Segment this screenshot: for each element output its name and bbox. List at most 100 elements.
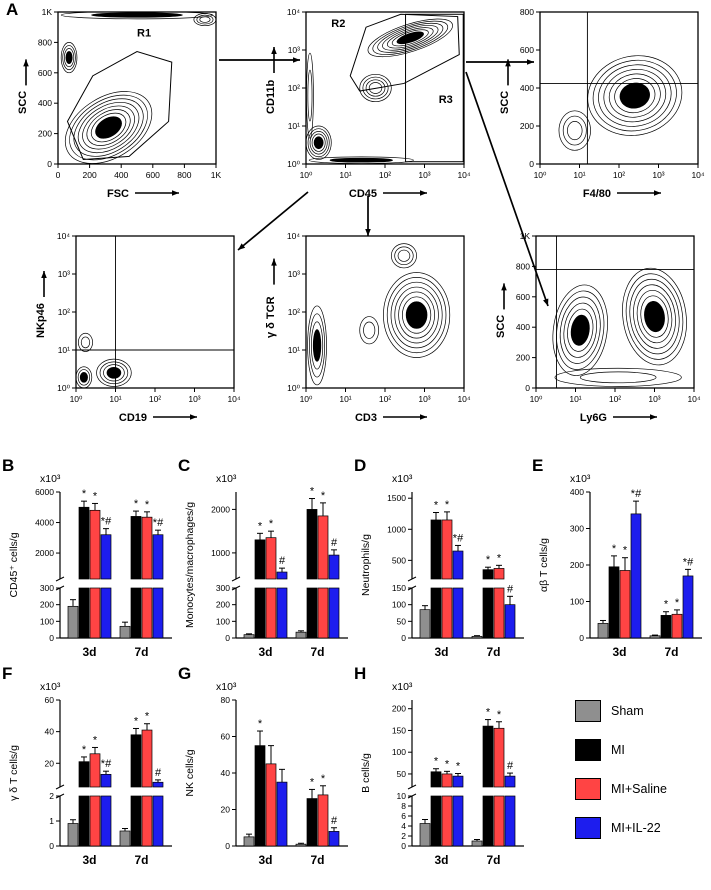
- y-tick-label: 800: [38, 37, 52, 47]
- flow-plot-svg: 10⁰ 10¹ 10² 10³ 10⁴ 10⁴ 10³ 10² 10¹ 10⁰ CD3 γ δ TCR: [265, 231, 471, 424]
- category-label: 3d: [82, 853, 96, 867]
- y-tick-label: 2: [49, 791, 54, 801]
- x-axis-label: CD19: [119, 412, 147, 424]
- category-label: 7d: [310, 645, 324, 659]
- panel-label-g: G: [178, 664, 192, 683]
- x-tick-label: 600: [146, 170, 160, 180]
- legend-label: MI+IL-22: [611, 821, 661, 835]
- y-tick-label: 10⁴: [287, 231, 300, 241]
- bar-mi+il-22-3d: [452, 550, 464, 580]
- significance-marker: *: [145, 499, 150, 511]
- y-axis-label: Neutrophils/g: [360, 534, 372, 596]
- significance-marker: *: [134, 498, 139, 510]
- y-tick-label: 300: [570, 524, 584, 534]
- legend-item-sham: Sham: [575, 700, 667, 722]
- bar-mi+saline-7d: [493, 727, 505, 788]
- y-tick-label: 10¹: [288, 345, 300, 355]
- bar-sham-3d: [67, 605, 79, 639]
- y-tick-label: 0: [225, 841, 230, 851]
- bar-mi+saline-3d: [89, 753, 101, 788]
- y-tick-label: 0: [525, 383, 530, 393]
- y-tick-label: 60: [45, 695, 55, 705]
- significance-marker: *: [445, 499, 450, 511]
- bar-mi+il-22-3d: [630, 513, 642, 639]
- legend-item-mi: MI: [575, 739, 667, 761]
- x-tick-label: 10¹: [109, 394, 121, 404]
- significance-marker: *: [664, 599, 669, 611]
- y-tick-label: 500: [392, 555, 406, 565]
- bar-mi+saline-7d: [317, 587, 329, 639]
- bar-mi-3d: [78, 795, 90, 847]
- y-tick-label: 20: [221, 805, 231, 815]
- y-tick-label: 50: [397, 616, 407, 626]
- y-tick-label: 6000: [35, 487, 54, 497]
- bar-mi+il-22-7d: [682, 575, 694, 639]
- chart-b-cells: H 50 100 150 200 0 2 4 6 8 10 x10³ B cells/g * * * 3d * * #…: [354, 664, 528, 878]
- chart-cd45-cells: B 2000 4000 6000 0 100 200 300 x10³ CD45⁺ cells/g…: [2, 456, 176, 670]
- bar-mi+il-22-7d: [328, 587, 340, 639]
- gate-label: R2: [331, 18, 345, 30]
- significance-marker: *: [321, 773, 326, 785]
- significance-marker: *: [486, 554, 491, 566]
- flow-plot-svg: 10⁰ 10¹ 10² 10³ 10⁴ 1K 800 600 400 200 0 Ly6G SCC: [495, 231, 701, 424]
- y-axis-label: CD45⁺ cells/g: [8, 532, 20, 597]
- bar-mi+saline-3d: [89, 509, 101, 580]
- bar-sham-7d: [471, 635, 483, 639]
- gate-label: R3: [439, 94, 453, 106]
- bar-mi+il-22-3d: [100, 534, 112, 580]
- y-tick-label: 10⁰: [287, 383, 300, 393]
- bar-sham-7d: [119, 625, 131, 639]
- legend-swatch-mi: [575, 739, 601, 761]
- significance-marker: *: [82, 488, 87, 500]
- significance-marker: *: [612, 543, 617, 555]
- x-tick-label: 10²: [379, 394, 391, 404]
- bar-mi+il-22-3d: [276, 587, 288, 639]
- x-tick-label: 10¹: [339, 394, 351, 404]
- bar-mi+il-22-3d: [452, 775, 464, 788]
- y-tick-label: 10¹: [58, 345, 70, 355]
- bar-mi+saline-3d: [89, 795, 101, 847]
- significance-marker: *: [445, 758, 450, 770]
- bar-sham-3d: [243, 634, 255, 639]
- y-tick-label: 1K: [42, 7, 53, 17]
- x-tick-label: 10⁴: [227, 394, 240, 404]
- significance-marker: *: [82, 744, 87, 756]
- category-label: 7d: [486, 645, 500, 659]
- x-tick-label: 10¹: [573, 170, 585, 180]
- x-tick-label: 400: [114, 170, 128, 180]
- bar-mi-3d: [78, 761, 90, 788]
- bar-mi-3d: [254, 587, 266, 639]
- y-tick-label: 8: [401, 801, 406, 811]
- bar-mi-7d: [130, 587, 142, 639]
- x-tick-label: 10²: [379, 170, 391, 180]
- x-tick-label: 10³: [652, 170, 664, 180]
- significance-marker: *: [310, 776, 315, 788]
- bar-mi+il-22-3d: [100, 773, 112, 788]
- category-label: 7d: [310, 853, 324, 867]
- significance-marker: *: [321, 490, 326, 502]
- y-tick-label: 20: [45, 758, 55, 768]
- significance-marker: *: [434, 500, 439, 512]
- x-tick-label: 200: [83, 170, 97, 180]
- bar-mi-3d: [78, 506, 90, 580]
- x-tick-label: 10³: [418, 394, 430, 404]
- y-tick-label: 10⁴: [287, 7, 300, 17]
- bar-mi+il-22-7d: [152, 795, 164, 847]
- significance-marker: #: [155, 767, 162, 779]
- bar-mi-7d: [482, 795, 494, 847]
- significance-marker: *: [258, 520, 263, 532]
- bar-mi+saline-7d: [317, 515, 329, 580]
- panel-label-h: H: [354, 664, 367, 683]
- legend-swatch-sham: [575, 700, 601, 722]
- bar-mi+saline-3d: [441, 587, 453, 639]
- significance-marker: *: [258, 718, 263, 730]
- y-axis-label: SCC: [17, 91, 29, 114]
- axis-scale-label: x10³: [216, 473, 237, 485]
- significance-marker: #: [331, 537, 338, 549]
- y-tick-label: 4000: [35, 518, 54, 528]
- y-axis-label: Monocytes/macrophages/g: [184, 502, 196, 628]
- y-tick-label: 150: [392, 583, 406, 593]
- significance-marker: *#: [101, 758, 112, 770]
- bar-mi-7d: [306, 587, 318, 639]
